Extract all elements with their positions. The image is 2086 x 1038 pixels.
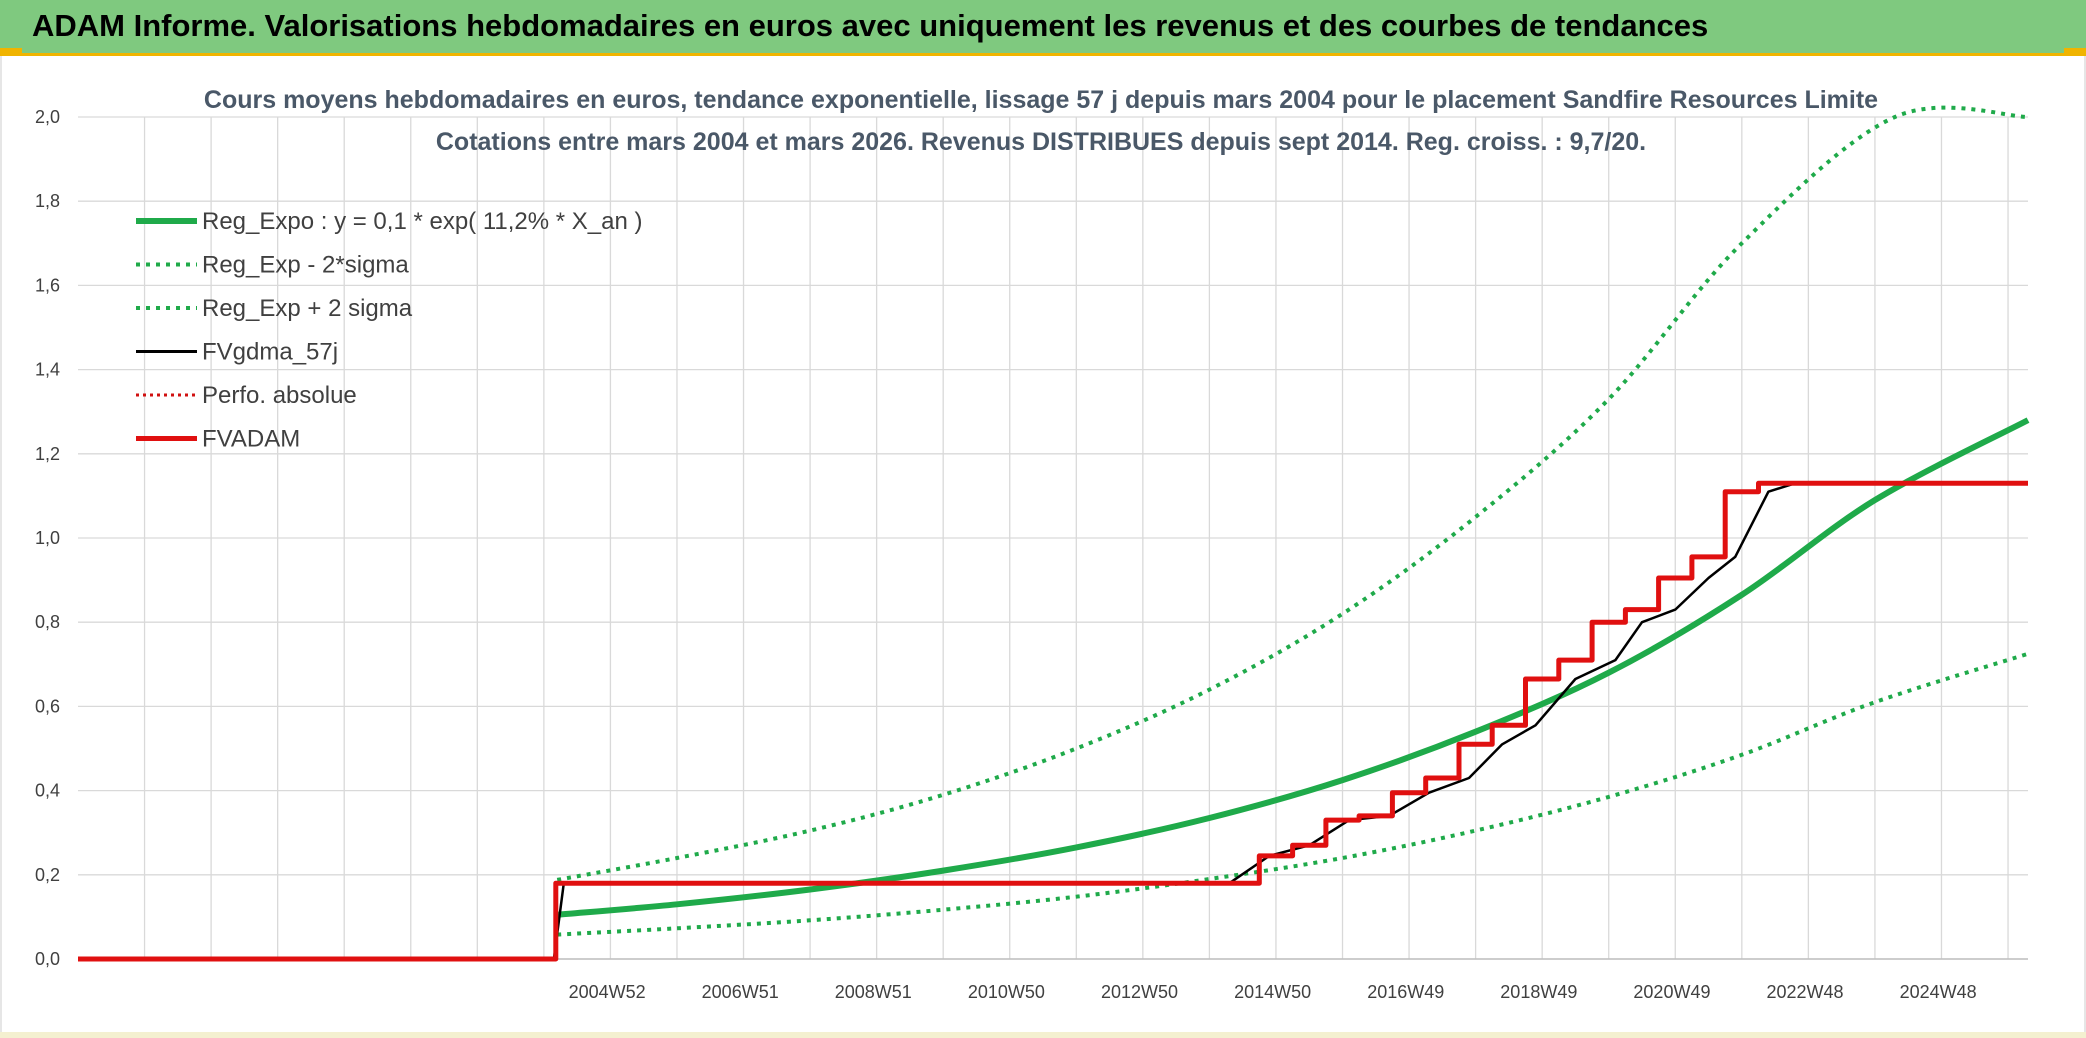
y-tick-label: 1,6 [35, 275, 60, 295]
x-tick-label: 2008W51 [835, 982, 912, 1002]
legend-label: Reg_Exp + 2 sigma [202, 295, 413, 322]
y-axis: 0,0 0,2 0,4 0,6 0,8 1,0 1,2 1,4 1,6 1,8 2,0 [35, 107, 60, 969]
x-tick-label: 2018W49 [1500, 982, 1577, 1002]
bottom-strip [0, 1032, 2086, 1038]
legend-label: FVADAM [202, 426, 300, 453]
x-tick-label: 2012W50 [1101, 982, 1178, 1002]
legend-label: Reg_Expo : y = 0,1 * exp( 11,2% * X_an ) [202, 208, 642, 235]
corner-mark-left [0, 48, 22, 56]
corner-mark-right [2064, 48, 2086, 56]
series-line-1 [557, 651, 2029, 937]
y-tick-label: 0,4 [35, 781, 60, 801]
x-tick-label: 2004W52 [569, 982, 646, 1002]
report-title: ADAM Informe. Valorisations hebdomadaire… [32, 8, 1709, 43]
y-tick-label: 0,0 [35, 949, 60, 969]
y-tick-label: 1,2 [35, 444, 60, 464]
y-tick-label: 0,6 [35, 696, 60, 716]
y-tick-label: 1,4 [35, 360, 60, 380]
x-tick-label: 2016W49 [1367, 982, 1444, 1002]
series-line-3 [78, 482, 2028, 961]
x-tick-label: 2024W48 [1900, 982, 1977, 1002]
x-tick-label: 2022W48 [1767, 982, 1844, 1002]
y-tick-label: 0,8 [35, 612, 60, 632]
series-line-5 [78, 480, 2028, 962]
series-line-2 [556, 105, 2029, 882]
chart-frame [0, 56, 2086, 1038]
x-tick-label: 2010W50 [968, 982, 1045, 1002]
y-tick-label: 0,2 [35, 865, 60, 885]
x-axis: 2004W52 2006W51 2008W51 2010W50 2012W50 2014W… [569, 982, 1977, 1002]
x-tick-label: 2020W49 [1633, 982, 1710, 1002]
legend-label: Perfo. absolue [202, 382, 357, 409]
legend-label: FVgdma_57j [202, 339, 338, 366]
x-tick-label: 2014W50 [1234, 982, 1311, 1002]
grid [78, 116, 2028, 960]
legend-label: Reg_Exp - 2*sigma [202, 252, 409, 279]
series-layer [78, 105, 2030, 962]
report-header: ADAM Informe. Valorisations hebdomadaire… [0, 0, 2086, 56]
y-tick-label: 1,0 [35, 528, 60, 548]
y-tick-label: 2,0 [35, 107, 60, 127]
chart-title-line-2: Cotations entre mars 2004 et mars 2026. … [436, 128, 1646, 156]
y-tick-label: 1,8 [35, 191, 60, 211]
series-line-0 [556, 417, 2030, 918]
x-tick-label: 2006W51 [702, 982, 779, 1002]
legend: Reg_Expo : y = 0,1 * exp( 11,2% * X_an )… [136, 208, 642, 453]
chart-title-line-1: Cours moyens hebdomadaires en euros, ten… [204, 86, 1878, 114]
